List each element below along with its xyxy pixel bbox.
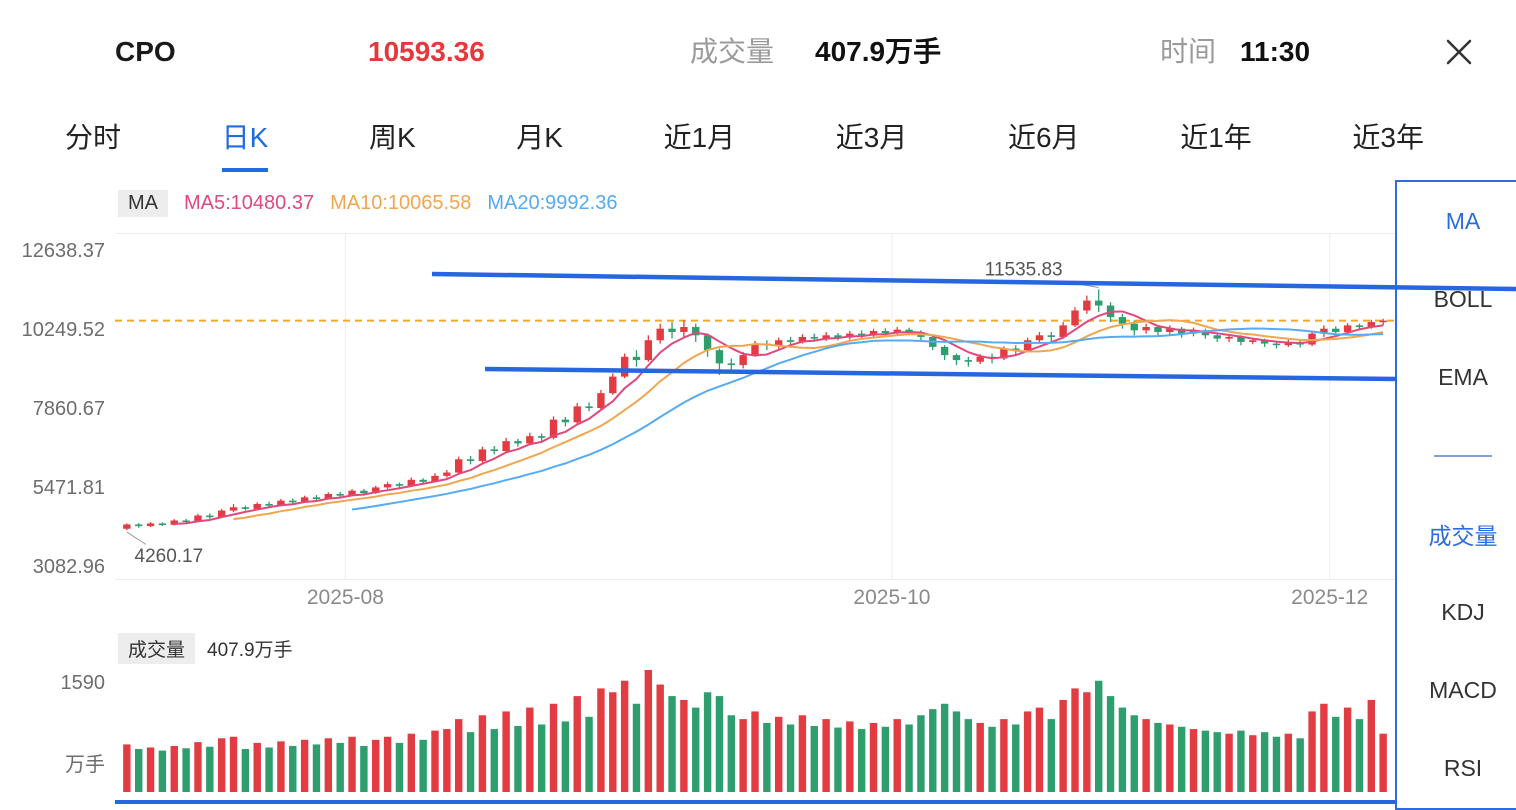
tab-近3年[interactable]: 近3年 [1352,122,1424,153]
volume-svg [123,670,1387,792]
volume-value: 407.9万手 [815,36,942,67]
candlestick-chart[interactable]: 11535.83 4260.17 [115,233,1395,580]
price-tick: 10249.52 [21,319,105,341]
price-tick: 7860.67 [32,398,105,420]
indicator-MA[interactable]: MA [1445,207,1481,234]
date-tick: 2025-08 [306,586,384,609]
ma10-legend: MA10:10065.58 [330,192,472,214]
svg-text:11535.83: 11535.83 [985,259,1063,280]
header: CPO 10593.36 成交量 407.9万手 时间 11:30 [0,0,1516,92]
tab-月K[interactable]: 月K [516,122,563,153]
indicator-panel: MA BOLL EMA 成交量 KDJ MACD RSI [1395,180,1516,810]
close-icon[interactable] [1443,36,1475,68]
candlestick-svg: 11535.83 4260.17 [115,234,1395,579]
price-tick: 12638.37 [21,240,105,262]
time-value: 11:30 [1240,36,1311,67]
tab-近3月[interactable]: 近3月 [835,122,908,153]
volume-axis-unit: 万手 [65,754,105,776]
indicator-成交量[interactable]: 成交量 [1428,523,1498,550]
indicator-BOLL[interactable]: BOLL [1433,285,1493,312]
tab-近1年[interactable]: 近1年 [1180,122,1252,153]
volume-chart[interactable] [115,664,1395,798]
indicator-MACD[interactable]: MACD [1429,677,1497,704]
date-tick: 2025-10 [853,586,931,609]
volume-axis-max: 1590 [60,672,106,694]
tab-近6月[interactable]: 近6月 [1007,122,1080,153]
indicator-KDJ[interactable]: KDJ [1441,598,1485,625]
indicator-EMA[interactable]: EMA [1438,364,1488,391]
date-tick: 2025-12 [1291,586,1369,609]
tab-日K[interactable]: 日K [221,116,269,172]
period-tabs: 分时 日K 周K 月K 近1月 近3月 近6月 近1年 近3年 [65,116,1424,172]
tab-分时[interactable]: 分时 [65,122,122,153]
ma-legend: MA MA5:10480.37 MA10:10065.58 MA20:9992.… [118,190,617,217]
volume-pane-box: 成交量 [118,633,196,664]
time-label: 时间 [1160,36,1217,67]
volume-label: 成交量 [690,36,775,67]
symbol-name: CPO [115,36,176,67]
volume-pane-legend: 成交量 407.9万手 [118,633,293,664]
price-tick: 5471.81 [32,477,105,499]
volume-pane-value: 407.9万手 [207,640,293,661]
ma20-legend: MA20:9992.36 [487,192,618,214]
indicator-RSI[interactable]: RSI [1443,755,1483,782]
price-tick: 3082.96 [32,556,105,578]
current-price: 10593.36 [368,36,485,67]
svg-text:4260.17: 4260.17 [135,546,204,567]
tab-周K[interactable]: 周K [368,122,416,153]
ma-legend-box: MA [118,190,168,217]
panel-divider [1397,417,1516,495]
bottom-scroll-indicator[interactable] [115,800,1395,804]
ma5-legend: MA5:10480.37 [184,192,315,214]
tab-近1月[interactable]: 近1月 [663,122,736,153]
